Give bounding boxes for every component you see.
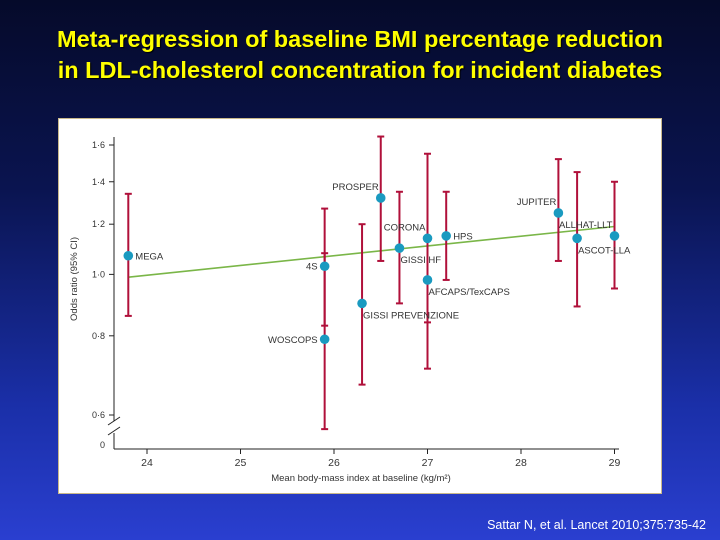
y-axis-break-mark — [107, 426, 121, 436]
regression-line — [128, 225, 615, 278]
x-tick-label: 25 — [235, 457, 247, 469]
x-tick-label: 29 — [609, 457, 621, 469]
point-label: JUPITER — [517, 197, 557, 208]
point-label: CORONA — [384, 222, 426, 233]
x-axis-label: Mean body-mass index at baseline (kg/m²) — [271, 473, 451, 484]
data-point — [572, 233, 582, 244]
point-label: WOSCOPS — [268, 335, 318, 346]
data-point — [357, 298, 367, 309]
point-label: AFCAPS/TexCAPS — [429, 287, 510, 298]
point-label: ALLHAT-LLT — [559, 220, 613, 231]
point-label: GISSI HF — [400, 255, 441, 266]
citation: Sattar N, et al. Lancet 2010;375:735-42 — [487, 518, 706, 532]
point-label: GISSI PREVENZIONE — [363, 310, 459, 321]
data-point — [319, 261, 330, 272]
data-point — [123, 250, 134, 261]
point-label: PROSPER — [332, 182, 379, 193]
slide-title: Meta-regression of baseline BMI percenta… — [0, 24, 720, 86]
y-axis-break-mark — [107, 416, 121, 426]
y-tick-label: 1·0 — [92, 269, 105, 279]
point-label: MEGA — [135, 251, 164, 262]
data-point — [319, 334, 330, 345]
data-point — [609, 231, 620, 241]
meta-regression-chart: 0·6 0·8 1·0 1·2 1·4 1·6 0 24 25 26 27 28 29 Mean body… — [69, 135, 631, 484]
point-label: ASCOT-LLA — [578, 245, 631, 256]
x-tick-label: 28 — [515, 457, 527, 469]
point-label: HPS — [453, 231, 473, 242]
y-tick-label: 0·6 — [92, 410, 105, 420]
y-tick-label: 1·6 — [92, 140, 105, 150]
point-label: 4S — [306, 262, 318, 273]
x-tick-label: 27 — [422, 457, 434, 469]
y-tick-label: 0·8 — [92, 331, 105, 341]
y-break-label: 0 — [100, 440, 105, 450]
data-point — [422, 233, 433, 244]
y-tick-label: 1·4 — [92, 177, 105, 187]
chart-panel: 0·6 0·8 1·0 1·2 1·4 1·6 0 24 25 26 27 28 29 Mean body… — [58, 118, 662, 494]
x-tick-label: 24 — [141, 457, 153, 469]
data-point — [441, 231, 452, 241]
data-point — [422, 275, 433, 285]
title-line-1: Meta-regression of baseline BMI percenta… — [57, 26, 663, 52]
data-point — [375, 193, 386, 203]
data-point — [553, 208, 564, 218]
y-tick-label: 1·2 — [92, 219, 105, 229]
title-line-2: in LDL-cholesterol concentration for inc… — [57, 57, 663, 83]
x-tick-label: 26 — [328, 457, 340, 469]
y-axis-label: Odds ratio (95% CI) — [69, 237, 80, 321]
data-point — [394, 243, 405, 253]
